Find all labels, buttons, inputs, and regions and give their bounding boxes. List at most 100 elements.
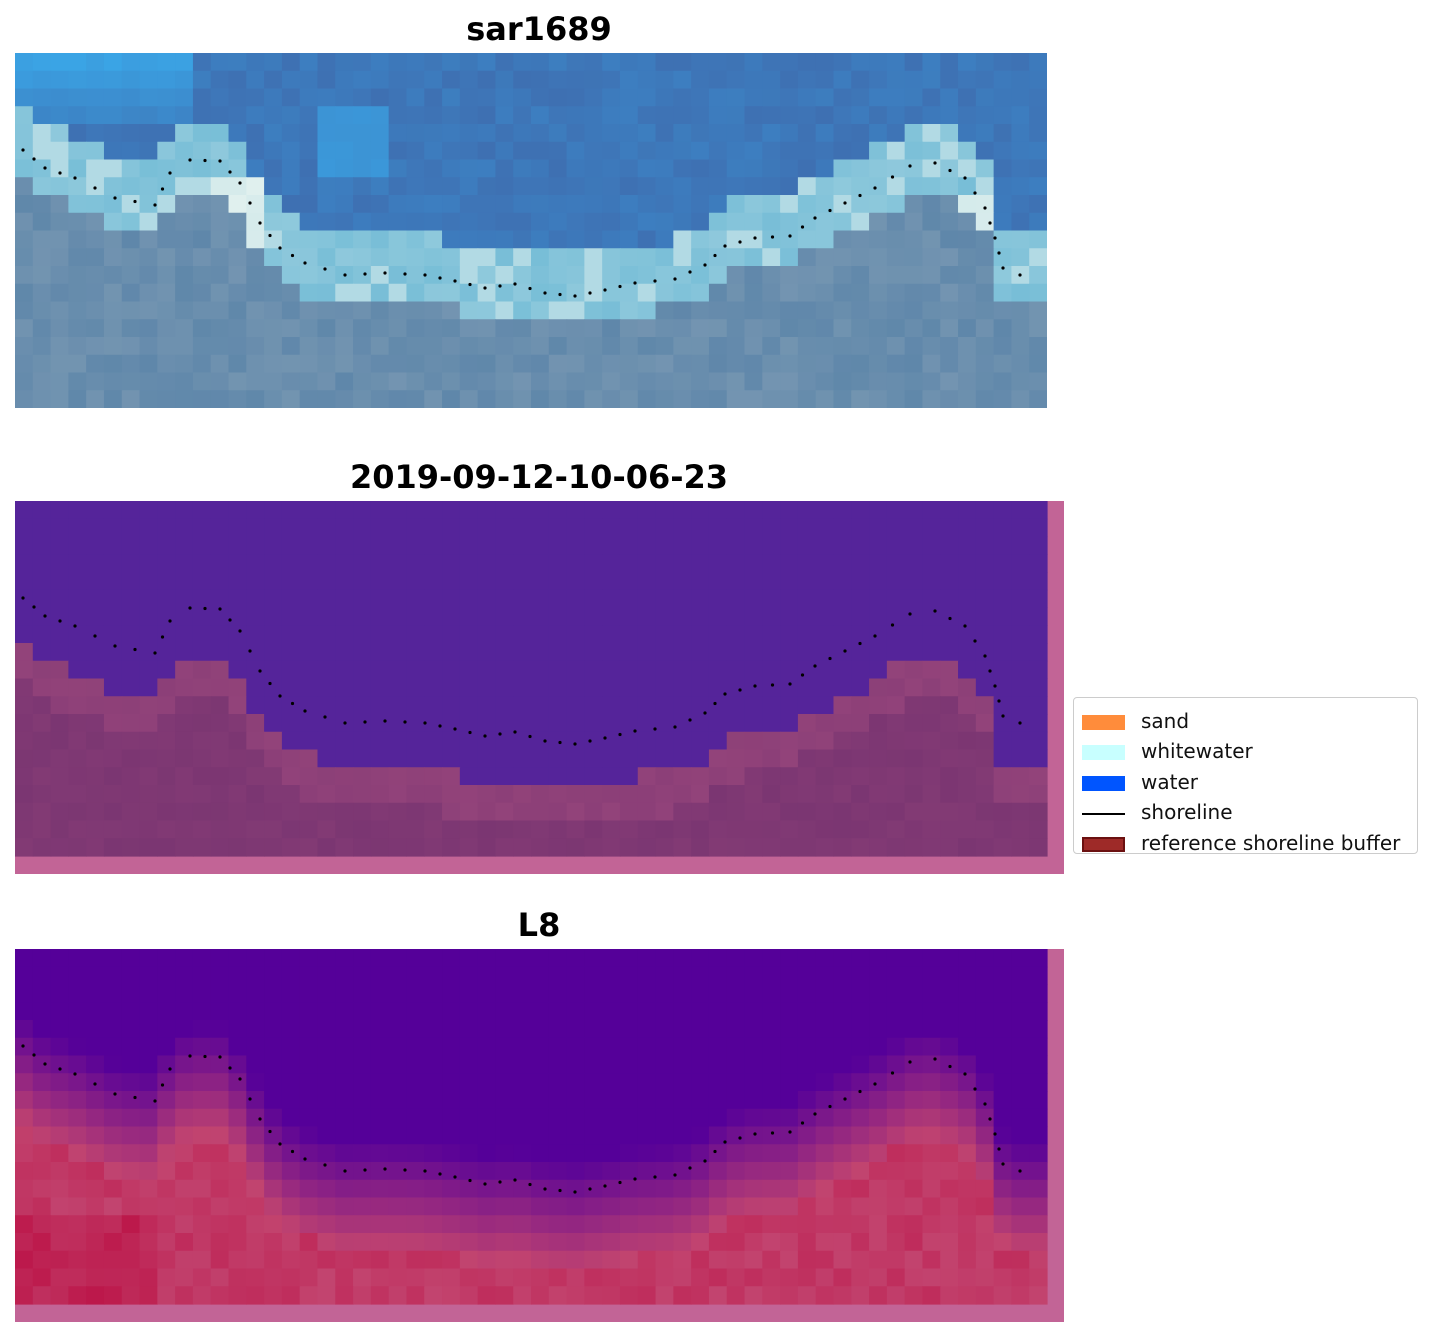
shoreline-dot [828,1104,832,1109]
panel-title-rgb: sar1689 [466,10,612,48]
shoreline-dot [228,170,232,174]
shoreline-dot [468,282,472,287]
shoreline-dot [383,1167,387,1171]
shoreline-dot [588,739,592,743]
shoreline-dot [703,711,707,715]
shoreline-dot [498,284,502,288]
shoreline-dot [423,273,427,277]
shoreline-dot [303,1157,307,1161]
shoreline-dot [908,164,912,168]
shoreline-dot [258,669,262,673]
shoreline-dot [738,240,742,244]
shoreline-dot [973,191,977,195]
shoreline-dot [343,273,347,277]
shoreline-dot [603,736,607,740]
shoreline-dot [168,1067,172,1071]
shoreline-dot [58,619,62,623]
legend-label: sand [1141,709,1190,733]
shoreline-dot [43,614,47,618]
shoreline-dot [228,1066,232,1070]
shoreline-dot [633,1177,637,1181]
shoreline-dot [483,1182,487,1186]
shoreline-dot [993,236,997,240]
classified-image-panel [15,501,1064,874]
shoreline-dot [248,1097,252,1101]
legend-label: whitewater [1141,739,1253,764]
shoreline-dot [363,720,367,724]
shoreline-dot [160,187,165,191]
shoreline-dot [997,699,1001,703]
shoreline-dot [713,1149,717,1154]
shoreline-dot [93,634,97,638]
shoreline-dot [890,623,895,627]
panel-title-classified: 2019-09-12-10-06-23 [349,458,729,496]
shoreline-dot [238,181,242,185]
shoreline-dot [513,1178,517,1182]
shoreline-dot [813,1112,817,1116]
shoreline-dot [290,701,295,706]
shoreline-dot [403,1168,407,1172]
sand-swatch [1082,715,1125,730]
shoreline-dot [948,616,952,621]
shoreline-dots [21,148,1022,298]
legend-item-shoreline: shoreline [1074,797,1417,827]
shoreline-dot [983,1102,987,1106]
shoreline-dot [933,161,937,165]
shoreline-dot [558,292,562,297]
shoreline-dot [800,225,805,229]
shoreline-dot [73,1072,77,1076]
shoreline-dot [633,281,637,285]
shoreline-dot [813,216,817,220]
shoreline-dot [890,175,895,179]
shoreline-dot [573,742,577,746]
shoreline-dot [498,732,502,736]
shoreline-dot [113,644,117,648]
shoreline-dot [543,739,547,743]
shoreline-dot [753,236,757,240]
water-swatch [1082,775,1125,791]
shoreline-dot [73,176,77,180]
shoreline-dot [933,609,937,613]
shoreline-dot [558,740,562,745]
shoreline-dot [113,196,117,200]
legend-item-water: water [1074,767,1417,797]
legend-item-whitewater: whitewater [1074,736,1417,766]
shoreline-dot [963,624,967,628]
shoreline-dots [21,596,1022,746]
shoreline-dot [703,1159,707,1163]
shoreline-dot [573,1190,577,1194]
shoreline-dot [963,176,967,180]
shoreline-dot [383,271,387,275]
shoreline-dot [160,1083,165,1087]
shoreline-dot [203,606,207,611]
buffer-swatch [1082,836,1125,852]
shoreline-dot [1001,266,1005,270]
shoreline-dot [1001,714,1005,718]
shoreline-dots [21,1044,1022,1194]
shoreline-dot [997,251,1001,255]
shoreline-dot [843,1097,847,1101]
shoreline-dot [738,688,742,692]
shoreline-dot [770,683,775,687]
shoreline-dot [203,158,207,163]
shoreline-dot [673,277,677,281]
shoreline-dot [58,1067,62,1071]
shoreline-dot [483,734,487,738]
shoreline-dot [588,291,592,295]
legend: sand whitewater water shoreline referenc… [1073,697,1418,855]
shoreline-dot [258,221,262,225]
shoreline-dot [168,619,172,623]
shoreline-dot [1001,1162,1005,1166]
shoreline-dot [218,1055,222,1059]
shoreline-dot [203,1054,207,1059]
shoreline-dot [753,1132,757,1136]
shoreline-dot [188,606,192,610]
shoreline-dot [618,1180,622,1185]
legend-label: reference shoreline buffer [1141,830,1401,855]
shoreline-dot [133,199,137,204]
shoreline-dot [513,730,517,734]
shoreline-dot [653,727,657,731]
shoreline-dot [218,159,222,163]
shoreline-dot [973,639,977,643]
shoreline-dot [278,1142,282,1146]
